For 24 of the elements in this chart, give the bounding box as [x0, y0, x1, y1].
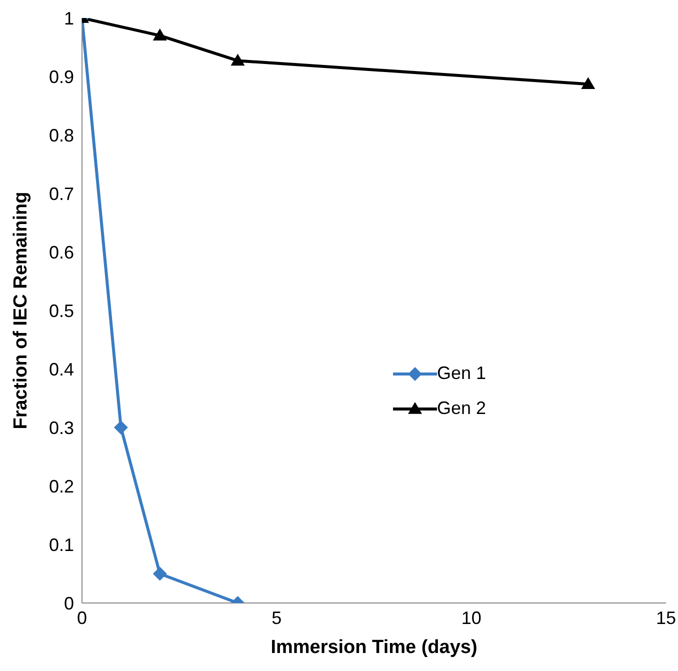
- y-tick-label: 0.4: [48, 359, 74, 380]
- point: [230, 54, 245, 66]
- y-tick-label: 0.7: [48, 184, 74, 204]
- point: [581, 77, 596, 90]
- legend-label: Gen 2: [437, 398, 486, 419]
- y-tick-label: 0.2: [48, 476, 74, 496]
- point: [152, 566, 167, 581]
- x-tick-label: 5: [272, 608, 282, 628]
- y-tick-label: 0.1: [48, 534, 74, 555]
- x-axis-title: Immersion Time (days): [270, 637, 478, 658]
- point: [114, 420, 128, 434]
- x-tick-label: 10: [461, 608, 482, 628]
- y-tick-label: 0: [64, 593, 74, 614]
- x-tick-label: 0: [76, 608, 88, 628]
- y-tick-label: 0.3: [48, 418, 74, 438]
- y-tick-label: 0.5: [48, 300, 74, 321]
- y-axis-title: Fraction of IEC Remaining: [10, 192, 32, 430]
- y-tick-label: 0.6: [48, 242, 74, 262]
- y-tick-label: 0.8: [48, 125, 74, 146]
- point: [152, 28, 167, 40]
- legend-label: Gen 1: [437, 363, 486, 384]
- y-tick-label: 1: [64, 8, 74, 28]
- y-tick-label: 0.9: [48, 66, 74, 87]
- x-tick-label: 15: [656, 608, 676, 628]
